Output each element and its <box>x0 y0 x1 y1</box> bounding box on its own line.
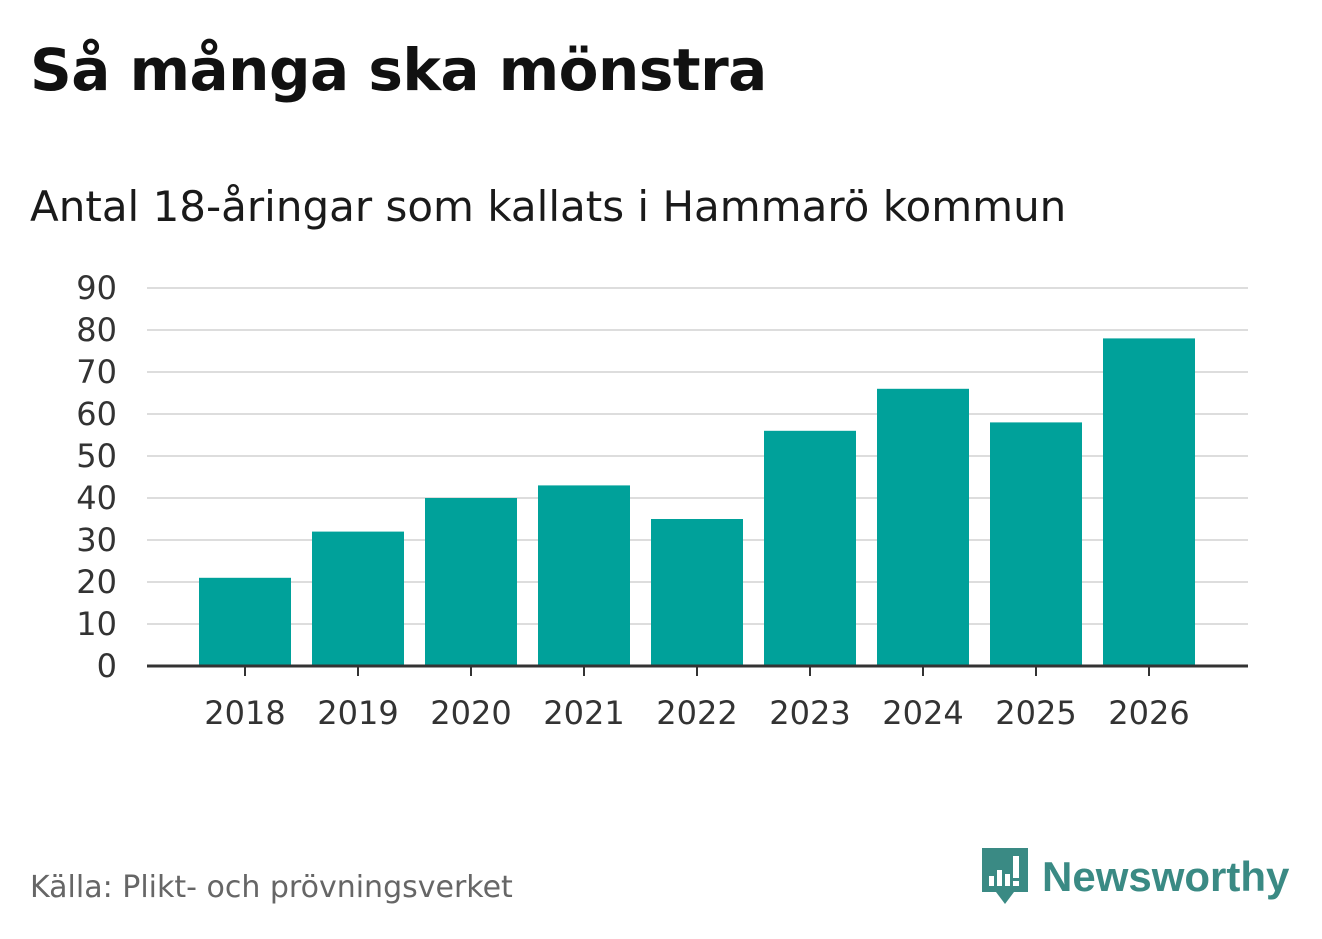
newsworthy-logo-icon <box>982 848 1028 904</box>
x-tick-label: 2023 <box>769 694 850 732</box>
x-tick-label: 2025 <box>995 694 1076 732</box>
y-axis-ticks: 0 10 20 30 40 50 60 70 80 90 <box>76 269 117 685</box>
bar-2020 <box>425 498 517 666</box>
y-tick-label: 70 <box>76 353 117 391</box>
y-tick-label: 50 <box>76 437 117 475</box>
bar-2021 <box>538 485 630 666</box>
y-tick-label: 60 <box>76 395 117 433</box>
bars <box>199 338 1195 666</box>
y-tick-label: 10 <box>76 605 117 643</box>
bar-chart: 0 10 20 30 40 50 60 70 80 90 2018 2019 2020 2021 2022… <box>76 269 1248 732</box>
bar-2022 <box>651 519 743 666</box>
source-note: Källa: Plikt- och prövningsverket <box>30 870 513 905</box>
x-tick-label: 2024 <box>882 694 963 732</box>
x-tick-label: 2019 <box>317 694 398 732</box>
x-axis-ticks: 2018 2019 2020 2021 2022 2023 2024 2025 2026 <box>204 666 1190 732</box>
bar-2019 <box>312 531 404 666</box>
y-tick-label: 30 <box>76 521 117 559</box>
x-tick-label: 2018 <box>204 694 285 732</box>
x-tick-label: 2021 <box>543 694 624 732</box>
bar-2025 <box>990 422 1082 666</box>
y-tick-label: 0 <box>97 647 117 685</box>
y-tick-label: 40 <box>76 479 117 517</box>
x-tick-label: 2020 <box>430 694 511 732</box>
x-tick-label: 2022 <box>656 694 737 732</box>
bar-2023 <box>764 430 856 666</box>
y-tick-label: 90 <box>76 269 117 307</box>
bar-2026 <box>1103 338 1195 666</box>
chart-subtitle: Antal 18-åringar som kallats i Hammarö k… <box>30 182 1067 231</box>
x-tick-label: 2026 <box>1108 694 1189 732</box>
y-tick-label: 20 <box>76 563 117 601</box>
bar-2024 <box>877 388 969 666</box>
chart-title: Så många ska mönstra <box>30 36 767 104</box>
bar-2018 <box>199 577 291 666</box>
y-tick-label: 80 <box>76 311 117 349</box>
brand-logo: Newsworthy <box>980 846 1289 908</box>
brand-name: Newsworthy <box>1042 853 1290 900</box>
